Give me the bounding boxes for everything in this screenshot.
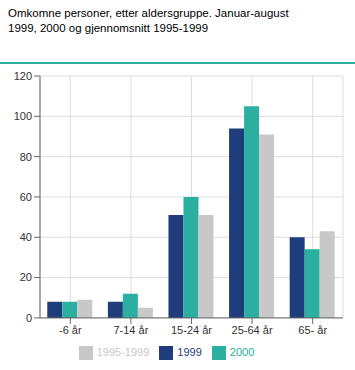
svg-text:100: 100 <box>14 110 32 122</box>
svg-text:7-14 år: 7-14 år <box>113 324 148 336</box>
svg-text:120: 120 <box>14 70 32 82</box>
svg-text:80: 80 <box>20 151 32 163</box>
svg-text:15-24 år: 15-24 år <box>171 324 212 336</box>
html-text:1999: 1999 <box>177 345 202 358</box>
svg-text:65- år: 65- år <box>298 324 327 336</box>
html-text:1999, 2000 og gjennomsnitt 199: 1999, 2000 og gjennomsnitt 1995-1999 <box>8 22 209 34</box>
svg-text:25-64 år: 25-64 år <box>232 324 273 336</box>
html-text:2000: 2000 <box>229 345 255 358</box>
svg-text:40: 40 <box>20 231 32 243</box>
svg-text:-6 år: -6 år <box>59 324 82 336</box>
svg-text:20: 20 <box>20 271 32 283</box>
svg-text:0: 0 <box>26 312 32 324</box>
html-text:1995-1999: 1995-1999 <box>96 345 150 358</box>
html-text:Omkomne personer, etter alders: Omkomne personer, etter aldersgruppe. Ja… <box>8 7 289 19</box>
svg-text:60: 60 <box>20 191 32 203</box>
